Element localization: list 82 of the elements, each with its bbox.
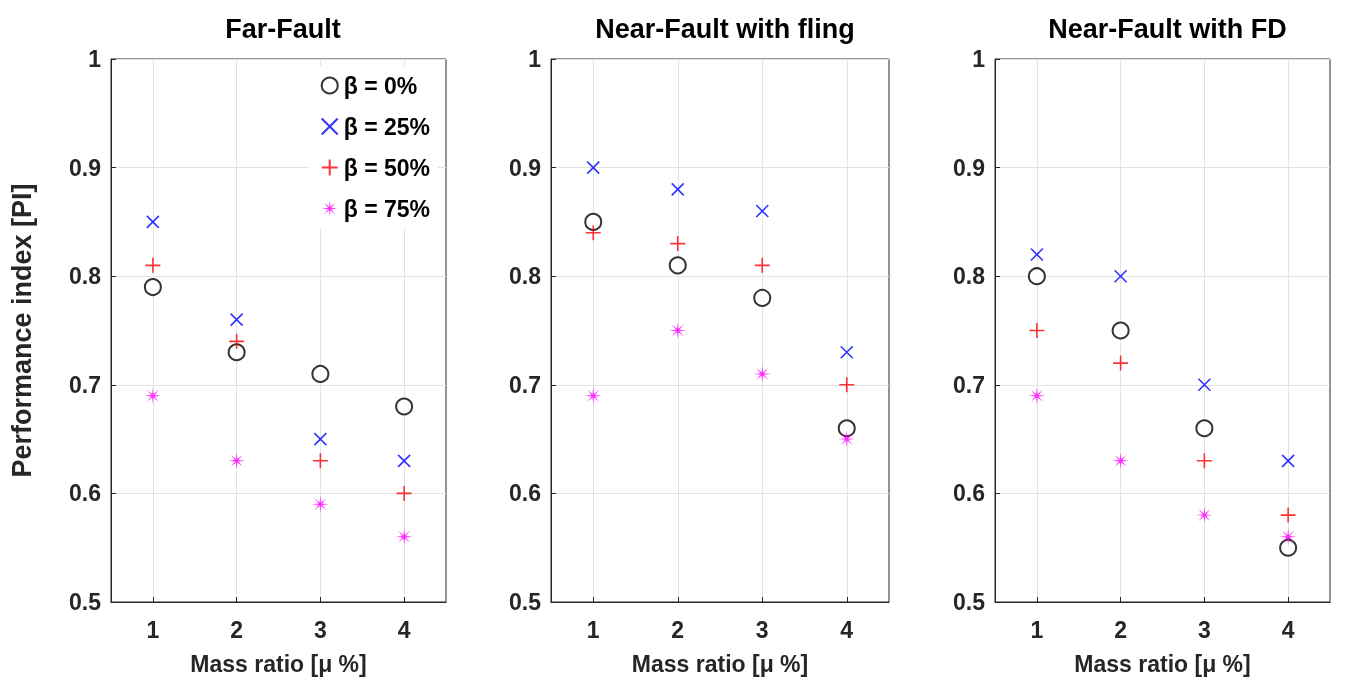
y-tick-label: 1 (972, 46, 986, 72)
point (1279, 528, 1297, 546)
y-tick-label: 0.8 (509, 263, 542, 290)
y-tick-label: 0.9 (953, 154, 985, 181)
y-tick-label: 0.9 (69, 154, 101, 181)
point (228, 333, 245, 350)
point (144, 257, 162, 274)
point (1027, 267, 1046, 286)
y-tick-label: 0.6 (509, 480, 541, 507)
y-tick-label: 0.5 (509, 589, 542, 615)
y-tick-label: 0.7 (509, 371, 541, 398)
y-tick-label: 0.5 (69, 589, 102, 615)
point (839, 345, 854, 360)
y-tick-label: 0.6 (953, 480, 985, 507)
point (837, 419, 856, 438)
x-tick-label: 1 (146, 616, 160, 643)
point (395, 485, 413, 502)
x-axis-title: Mass ratio [μ %] (631, 650, 809, 677)
point (312, 452, 329, 470)
x-tick-label: 4 (1281, 616, 1295, 643)
point (838, 376, 856, 394)
point (1112, 354, 1129, 372)
point (586, 160, 601, 175)
legend-label: β = 75% (343, 195, 431, 222)
x-tick-label: 4 (397, 616, 411, 643)
point (143, 278, 162, 297)
point (311, 364, 330, 383)
x-tick-label: 2 (230, 616, 244, 643)
x-tick-label: 1 (1030, 616, 1044, 643)
point (753, 257, 771, 274)
point (1279, 506, 1297, 524)
point (146, 215, 160, 229)
y-tick-label: 0.8 (953, 263, 986, 290)
y-axis-title: Performance index [PI] (6, 183, 37, 478)
x-tick-label: 2 (671, 616, 685, 643)
chart-title: Near-Fault with FD (1048, 13, 1287, 44)
chart-title: Near-Fault with fling (595, 13, 855, 44)
point (670, 182, 685, 197)
point (1197, 378, 1212, 392)
y-tick-label: 1 (88, 46, 102, 72)
point (668, 256, 687, 275)
point (1111, 321, 1130, 340)
point (397, 454, 411, 468)
y-tick-label: 0.5 (953, 589, 986, 615)
y-tick-label: 0.7 (69, 371, 101, 398)
point (584, 212, 603, 231)
x-tick-label: 3 (1197, 616, 1211, 643)
point (229, 312, 244, 327)
x-tick-label: 2 (1114, 616, 1128, 643)
point (753, 288, 772, 307)
point (584, 224, 602, 242)
point (669, 235, 687, 252)
x-tick-label: 1 (586, 616, 600, 643)
point (1196, 452, 1213, 470)
point (227, 343, 246, 362)
x-axis-title: Mass ratio [μ %] (190, 650, 367, 677)
x-tick-label: 3 (755, 616, 769, 643)
x-axis-title: Mass ratio [μ %] (1074, 650, 1251, 677)
y-tick-label: 0.6 (69, 480, 101, 507)
point (755, 204, 770, 218)
y-tick-label: 0.9 (509, 154, 541, 181)
point (669, 322, 687, 339)
point (584, 387, 602, 405)
y-tick-label: 1 (528, 46, 542, 72)
point (1195, 419, 1214, 438)
point (1281, 454, 1295, 468)
legend-label: β = 50% (343, 154, 431, 181)
y-tick-label: 0.7 (953, 371, 985, 398)
point (1028, 322, 1046, 339)
point (395, 397, 414, 416)
x-tick-label: 3 (313, 616, 327, 643)
legend-label: β = 0% (343, 72, 418, 99)
y-tick-label: 0.8 (69, 263, 102, 290)
point (1113, 269, 1128, 283)
point (1279, 538, 1298, 557)
legend-label: β = 25% (343, 113, 431, 140)
x-tick-label: 4 (840, 616, 854, 643)
point (1030, 247, 1044, 262)
point (395, 528, 413, 546)
point (311, 495, 329, 513)
chart-title: Far-Fault (225, 13, 341, 44)
point (313, 432, 328, 446)
